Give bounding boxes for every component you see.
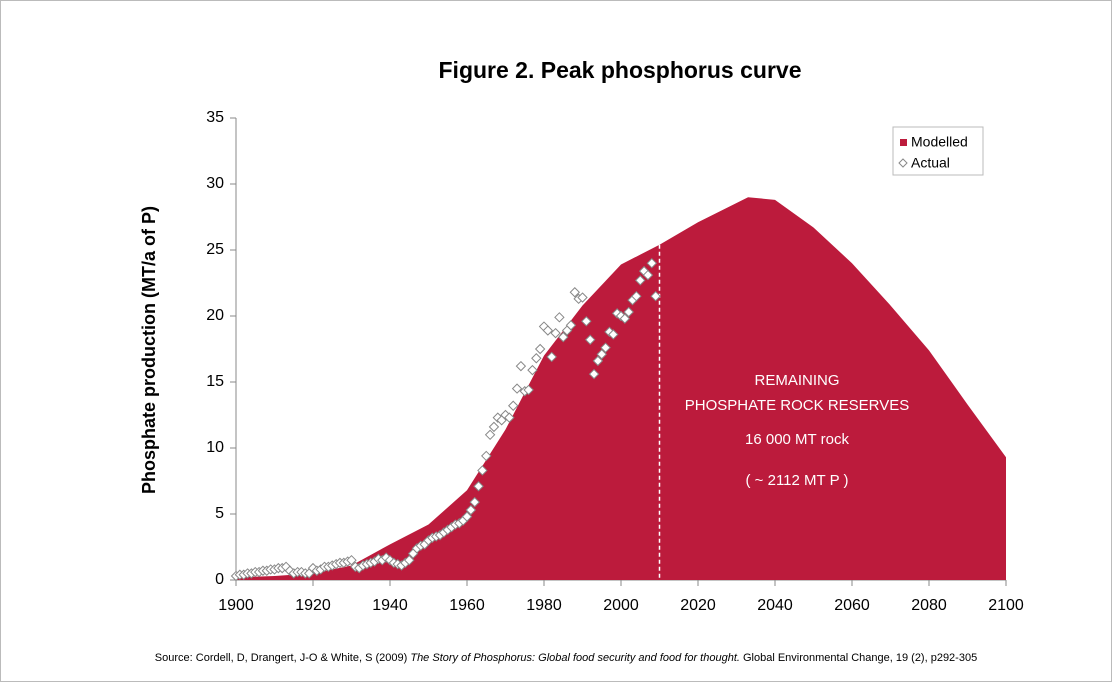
modelled-area bbox=[236, 197, 1006, 580]
actual-point bbox=[600, 342, 611, 353]
x-tick-label: 2080 bbox=[911, 597, 947, 614]
actual-point bbox=[584, 334, 596, 345]
actual-point bbox=[484, 429, 496, 441]
legend-swatch bbox=[898, 158, 908, 168]
actual-point bbox=[504, 412, 515, 423]
actual-point bbox=[631, 290, 642, 302]
x-tick-label: 2020 bbox=[680, 597, 716, 614]
annotation: PHOSPHATE ROCK RESERVES bbox=[685, 397, 910, 414]
actual-point bbox=[635, 275, 646, 286]
actual-point bbox=[646, 257, 658, 269]
y-tick-label: 0 bbox=[215, 571, 224, 588]
annotation: ( ~ 2112 MT P ) bbox=[746, 472, 849, 489]
actual-point bbox=[469, 496, 480, 508]
actual-point bbox=[523, 384, 534, 396]
actual-point bbox=[623, 306, 634, 318]
actual-point bbox=[511, 383, 523, 394]
actual-point bbox=[565, 320, 577, 331]
actual-point bbox=[346, 554, 357, 566]
actual-point bbox=[569, 287, 581, 298]
annotation: 16 000 MT rock bbox=[745, 431, 849, 448]
x-tick-label: 1980 bbox=[526, 597, 562, 614]
actual-point bbox=[404, 554, 415, 566]
x-tick-label: 1900 bbox=[218, 597, 254, 614]
actual-point bbox=[515, 360, 527, 372]
actual-point bbox=[588, 368, 600, 380]
source-title: The Story of Phosphorus: Global food sec… bbox=[410, 652, 740, 664]
actual-point bbox=[596, 349, 607, 360]
x-tick-label: 1940 bbox=[372, 597, 408, 614]
y-tick-label: 5 bbox=[215, 505, 224, 522]
actual-point bbox=[477, 465, 488, 476]
actual-point bbox=[473, 481, 484, 492]
y-tick-label: 15 bbox=[206, 373, 224, 390]
source: Source: Cordell, D, Drangert, J-O & Whit… bbox=[155, 652, 977, 664]
y-tick-label: 25 bbox=[206, 241, 224, 258]
actual-point bbox=[481, 450, 492, 462]
actual-point bbox=[507, 400, 519, 411]
x-tick-label: 2000 bbox=[603, 597, 639, 614]
actual-point bbox=[608, 329, 619, 340]
actual-point bbox=[592, 355, 604, 367]
actual-point bbox=[554, 312, 565, 323]
y-tick-label: 30 bbox=[206, 175, 224, 192]
y-tick-label: 20 bbox=[206, 307, 224, 324]
x-tick-label: 1920 bbox=[295, 597, 331, 614]
actual-point bbox=[577, 292, 588, 303]
x-tick-label: 1960 bbox=[449, 597, 485, 614]
actual-point bbox=[581, 316, 592, 327]
legend-label: Actual bbox=[911, 155, 950, 171]
actual-point bbox=[550, 327, 561, 339]
legend-swatch bbox=[900, 139, 907, 146]
actual-point bbox=[642, 269, 654, 281]
actual-point bbox=[461, 511, 473, 522]
legend-label: Modelled bbox=[911, 134, 968, 150]
y-tick-label: 35 bbox=[206, 109, 224, 126]
actual-point bbox=[650, 290, 661, 302]
legend-box bbox=[892, 126, 984, 176]
actual-point bbox=[465, 504, 477, 516]
x-tick-label: 2100 bbox=[988, 597, 1024, 614]
y-axis-label: Phosphate production (MT/a of P) bbox=[139, 206, 159, 494]
source-text: Global Environmental Change, 19 (2), p29… bbox=[740, 652, 977, 664]
actual-point bbox=[534, 343, 546, 355]
annotation: REMAINING bbox=[754, 372, 839, 389]
x-tick-label: 2060 bbox=[834, 597, 870, 614]
x-tick-label: 2040 bbox=[757, 597, 793, 614]
actual-point bbox=[542, 325, 554, 336]
actual-point bbox=[531, 353, 542, 364]
actual-point bbox=[558, 331, 569, 343]
actual-point bbox=[619, 313, 631, 324]
source-text: Source: Cordell, D, Drangert, J-O & Whit… bbox=[155, 652, 411, 664]
y-tick-label: 10 bbox=[206, 439, 224, 456]
actual-point bbox=[527, 364, 538, 376]
chart-title: Figure 2. Peak phosphorus curve bbox=[439, 57, 802, 83]
actual-point bbox=[546, 351, 557, 363]
actual-point bbox=[488, 421, 500, 433]
